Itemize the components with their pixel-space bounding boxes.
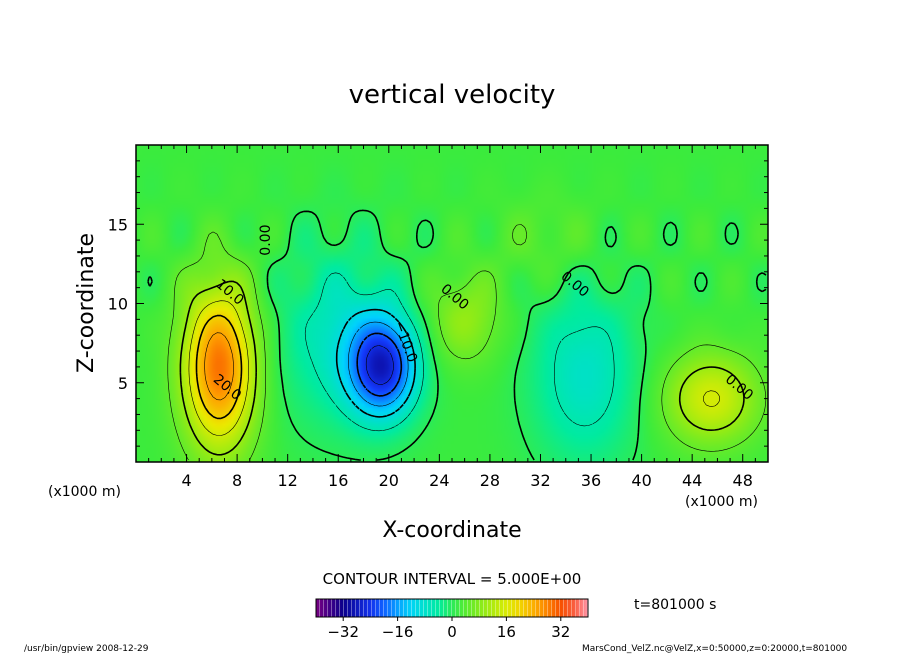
contour-line-neg25: [365, 345, 394, 385]
contour-line-neg5: [304, 272, 615, 432]
plot-area: 10.020.00.000.00 0.000.00−10.0: [136, 145, 768, 462]
contour-label: 0.00: [258, 225, 274, 256]
contour-line-neg10: [335, 308, 416, 418]
x-tick-label: 12: [278, 471, 298, 490]
x-tick-label: 36: [581, 471, 601, 490]
chart-title: vertical velocity: [349, 80, 556, 110]
x-tick-label: 4: [181, 471, 191, 490]
x-axis-ticks: 4 8 12 16 20 24 28 32 36 40 44 48: [148, 145, 756, 490]
colorbar-tick-label: 0: [447, 623, 457, 641]
y-tick-label: 15: [108, 215, 128, 234]
colorbar: −32 −16 0 16 32: [315, 598, 589, 641]
x-tick-label: 32: [530, 471, 550, 490]
x-tick-label: 40: [631, 471, 651, 490]
x-tick-label: 48: [733, 471, 753, 490]
colorbar-tick-label: 32: [551, 623, 570, 641]
x-tick-label: 24: [429, 471, 449, 490]
x-tick-label: 16: [328, 471, 348, 490]
contour-line-20: [195, 314, 243, 420]
contour-line-neg15: [348, 321, 409, 407]
y-tick-label: 10: [108, 295, 128, 314]
x-tick-label: 8: [232, 471, 242, 490]
contour-line-neg20: [356, 332, 403, 397]
colorbar-ticks: −32 −16 0 16 32: [327, 617, 570, 641]
footer-right: MarsCond_VelZ.nc@VelZ,x=0:50000,z=0:2000…: [582, 644, 847, 654]
contour-line-25: [204, 332, 234, 401]
contour-line-5: [167, 224, 767, 461]
y-axis-ticks: 5 10 15: [108, 160, 768, 447]
time-label: t=801000 s: [634, 597, 716, 613]
x-tick-label: 28: [480, 471, 500, 490]
contour-line-0: [147, 209, 767, 461]
footer-left: /usr/bin/gpview 2008-12-29: [24, 644, 149, 654]
x-tick-label: 44: [682, 471, 702, 490]
y-tick-label: 5: [118, 374, 128, 393]
x-tick-label: 20: [379, 471, 399, 490]
x-axis-label: X-coordinate: [382, 518, 521, 543]
colorbar-tick-label: −32: [327, 623, 359, 641]
contour-interval-label: CONTOUR INTERVAL = 5.000E+00: [323, 570, 582, 588]
colorbar-tick-label: −16: [382, 623, 414, 641]
colorbar-stripes: [316, 599, 588, 617]
contour-line-10: [179, 280, 745, 456]
colorbar-tick-label: 16: [497, 623, 516, 641]
y-axis-label: Z-coordinate: [74, 233, 99, 373]
contour-lines: [147, 209, 767, 461]
contour-line-15: [188, 300, 720, 436]
x-axis-right-unit: (x1000 m): [685, 494, 758, 510]
x-axis-left-unit: (x1000 m): [48, 484, 121, 500]
